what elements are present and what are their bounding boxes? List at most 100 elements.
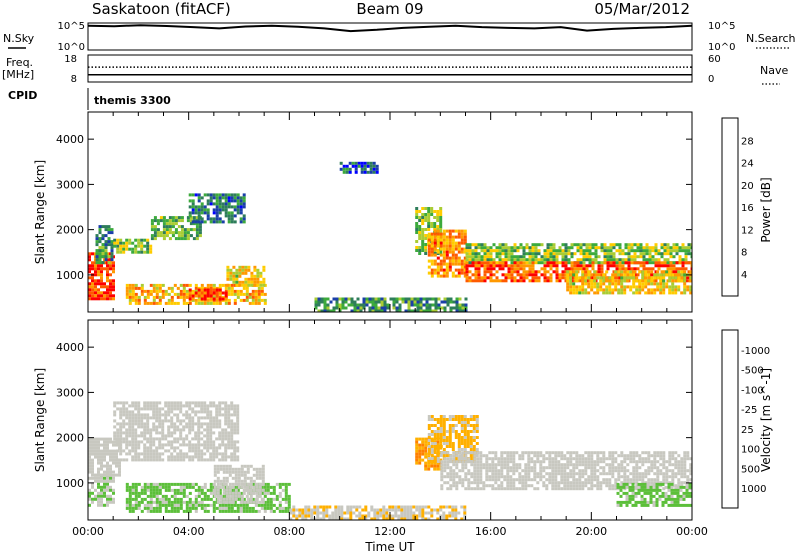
scatter-cell	[258, 494, 262, 498]
scatter-cell	[209, 401, 213, 405]
scatter-cell	[209, 413, 213, 417]
scatter-cell	[620, 463, 624, 467]
scatter-cell	[131, 289, 135, 293]
scatter-cell	[644, 291, 648, 295]
scatter-cell	[170, 440, 174, 444]
scatter-cell	[625, 485, 629, 489]
scatter-cell	[591, 276, 595, 280]
scatter-cell	[430, 241, 434, 245]
scatter-cell	[140, 452, 144, 456]
scatter-cell	[587, 463, 591, 467]
scatter-cell	[161, 458, 165, 462]
scatter-cell	[449, 306, 453, 310]
scatter-cell	[641, 475, 645, 479]
scatter-cell	[418, 461, 422, 465]
scatter-cell	[457, 445, 461, 448]
scatter-cell	[185, 452, 189, 456]
scatter-cell	[585, 243, 589, 247]
scatter-cell	[488, 469, 492, 473]
scatter-cell	[262, 277, 266, 281]
scatter-cell	[534, 261, 538, 265]
scatter-cell	[525, 246, 529, 250]
scatter-cell	[146, 404, 150, 408]
scatter-cell	[648, 267, 652, 271]
scatter-cell	[155, 455, 159, 459]
scatter-cell	[191, 297, 195, 301]
scatter-cell	[533, 466, 537, 470]
scatter-cell	[179, 295, 183, 299]
scatter-cell	[427, 439, 431, 442]
scatter-cell	[653, 291, 657, 295]
scatter-cell	[229, 271, 233, 275]
scatter-cell	[221, 407, 225, 411]
scatter-cell	[224, 437, 228, 441]
scatter-cell	[212, 503, 216, 507]
scatter-cell	[209, 419, 213, 423]
scatter-cell	[156, 228, 160, 232]
scatter-cell	[183, 234, 187, 238]
scatter-cell	[360, 167, 364, 171]
scatter-cell	[415, 246, 419, 249]
scatter-cell	[194, 449, 198, 453]
scatter-cell	[540, 255, 544, 259]
scatter-cell	[158, 422, 162, 426]
scatter-cell	[252, 500, 256, 504]
scatter-cell	[188, 455, 192, 459]
scatter-cell	[109, 494, 112, 498]
scatter-cell	[620, 466, 624, 470]
scatter-cell	[572, 463, 576, 467]
scatter-cell	[482, 481, 486, 485]
scatter-cell	[681, 258, 685, 262]
scatter-cell	[233, 292, 237, 296]
scatter-cell	[179, 485, 183, 489]
scatter-cell	[103, 437, 106, 441]
scatter-cell	[249, 485, 253, 489]
scatter-cell	[681, 264, 685, 268]
scatter-cell	[675, 243, 679, 247]
scatter-cell	[314, 300, 318, 304]
scatter-cell	[125, 437, 129, 441]
scatter-cell	[690, 261, 692, 265]
scatter-cell	[137, 401, 141, 405]
scatter-cell	[100, 491, 103, 495]
scatter-cell	[179, 449, 183, 453]
scatter-cell	[109, 285, 112, 289]
scatter-cell	[599, 285, 603, 289]
scatter-cell	[203, 416, 207, 420]
scatter-cell	[209, 301, 213, 305]
scatter-cell	[197, 428, 201, 432]
scatter-cell	[128, 419, 132, 423]
scatter-cell	[474, 270, 478, 274]
scatter-cell	[539, 454, 543, 458]
scatter-cell	[239, 491, 243, 495]
scatter-cell	[581, 270, 585, 274]
scatter-cell	[483, 279, 487, 283]
scatter-cell	[377, 306, 381, 310]
scatter-cell	[619, 488, 623, 492]
scatter-cell	[430, 433, 434, 436]
scatter-cell	[239, 506, 243, 510]
scatter-cell	[677, 481, 681, 485]
scatter-cell	[206, 286, 210, 290]
scatter-cell	[590, 481, 594, 485]
scatter-cell	[602, 454, 606, 458]
scatter-cell	[101, 243, 105, 247]
scatter-cell	[143, 437, 147, 441]
scatter-cell	[269, 491, 273, 495]
scatter-cell	[620, 282, 624, 286]
scatter-cell	[427, 232, 431, 236]
scatter-cell	[430, 253, 434, 257]
scatter-cell	[131, 283, 135, 287]
scatter-cell	[109, 291, 112, 295]
scatter-cell	[674, 472, 678, 476]
scatter-cell	[215, 294, 219, 298]
scatter-cell	[461, 309, 465, 312]
scatter-cell	[509, 478, 513, 482]
scatter-cell	[588, 279, 592, 283]
scatter-cell	[173, 437, 177, 441]
scatter-cell	[593, 285, 597, 289]
scatter-cell	[149, 500, 153, 504]
scatter-cell	[566, 288, 570, 292]
scatter-cell	[266, 500, 270, 504]
scatter-cell	[221, 485, 225, 489]
